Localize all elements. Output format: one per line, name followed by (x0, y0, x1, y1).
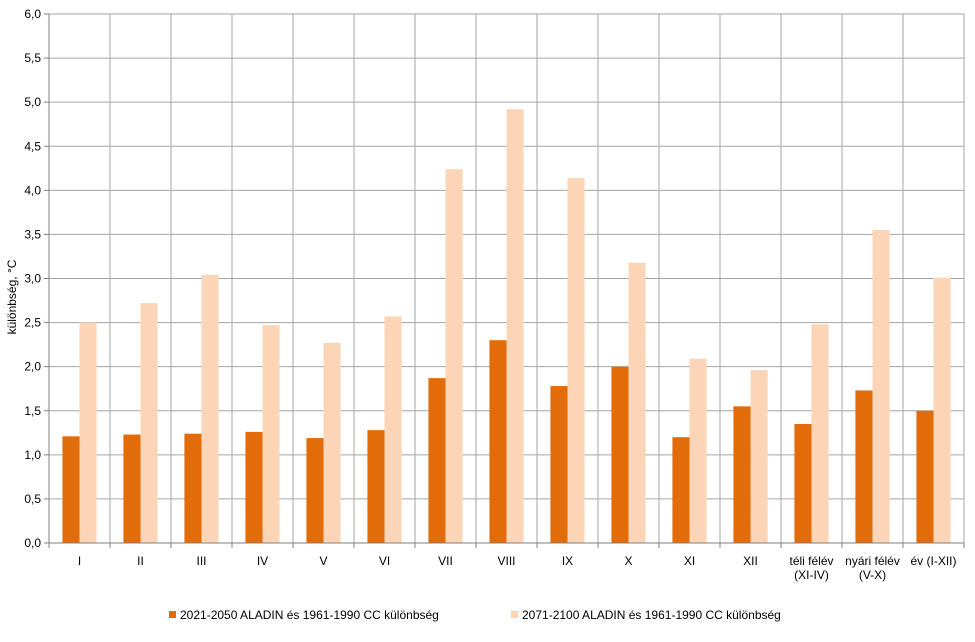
bar-series-1 (611, 366, 629, 543)
bar-series-2 (872, 230, 890, 543)
x-tick-label: VII (438, 554, 453, 568)
bar-series-1 (855, 390, 873, 543)
bar-series-1 (794, 423, 812, 543)
bar-series-2 (323, 342, 341, 543)
x-tick-label: XI (684, 554, 695, 568)
y-tick-label: 3,0 (24, 272, 41, 286)
bar-series-2 (933, 277, 951, 543)
y-tick-label: 6,0 (24, 7, 41, 21)
bar-series-2 (689, 358, 707, 543)
bars (62, 109, 951, 544)
bar-series-2 (384, 316, 402, 543)
bar-series-1 (123, 434, 141, 543)
bar-series-2 (79, 322, 97, 543)
y-tick-label: 4,5 (24, 139, 41, 153)
bar-series-1 (184, 433, 202, 543)
x-tick-label: I (78, 554, 81, 568)
bar-series-1 (367, 430, 385, 543)
x-tick-label: téli félév (XI-IV) (789, 554, 833, 582)
bar-series-2 (750, 370, 768, 543)
x-tick-label: nyári félév (V-X) (845, 554, 900, 582)
labels: 0,0 0,5 1,0 1,5 2,0 2,5 3,0 3,5 4,0 4,5 5,0 5,5 6,0 I… (5, 7, 957, 582)
bar-series-2 (140, 303, 158, 543)
y-tick-label: 5,5 (24, 51, 41, 65)
bar-series-2 (628, 262, 646, 543)
x-tick-label: IX (562, 554, 573, 568)
x-tick-label: II (137, 554, 144, 568)
bar-series-1 (672, 437, 690, 543)
bar-series-1 (489, 340, 507, 543)
y-tick-label: 2,0 (24, 360, 41, 374)
legend-label-2: 2071-2100 ALADIN és 1961-1990 CC különbs… (522, 608, 781, 622)
bar-series-2 (506, 109, 524, 543)
bar-series-1 (62, 436, 80, 543)
y-tick-label: 5,0 (24, 95, 41, 109)
legend-label-1: 2021-2050 ALADIN és 1961-1990 CC különbs… (180, 608, 439, 622)
bar-series-1 (733, 406, 751, 543)
bar-series-1 (916, 410, 934, 543)
x-tick-label: X (624, 554, 632, 568)
y-tick-label: 0,5 (24, 492, 41, 506)
bar-series-1 (306, 438, 324, 543)
bar-series-2 (445, 169, 463, 543)
y-tick-label: 3,5 (24, 227, 41, 241)
x-tick-label: XII (743, 554, 758, 568)
y-axis-title: különbség, °C (5, 259, 19, 334)
bar-series-1 (245, 431, 263, 543)
bar-series-2 (201, 274, 219, 543)
legend-swatch-1 (169, 611, 176, 618)
y-tick-label: 2,5 (24, 316, 41, 330)
bar-series-2 (567, 177, 585, 544)
x-tick-label: VI (379, 554, 390, 568)
bar-series-2 (811, 324, 829, 543)
bar-series-1 (550, 386, 568, 543)
x-tick-label: V (319, 554, 327, 568)
y-tick-label: 0,0 (24, 536, 41, 550)
axes (44, 13, 965, 548)
x-tick-label: III (196, 554, 206, 568)
bar-series-1 (428, 378, 446, 543)
x-tick-label: IV (257, 554, 268, 568)
y-tick-label: 1,5 (24, 404, 41, 418)
y-tick-label: 1,0 (24, 448, 41, 462)
legend-swatch-2 (511, 611, 518, 618)
legend: 2021-2050 ALADIN és 1961-1990 CC különbs… (169, 608, 781, 622)
x-tick-label: év (I-XII) (910, 554, 956, 568)
bar-series-2 (262, 325, 280, 543)
y-tick-label: 4,0 (24, 183, 41, 197)
x-tick-label: VIII (497, 554, 515, 568)
